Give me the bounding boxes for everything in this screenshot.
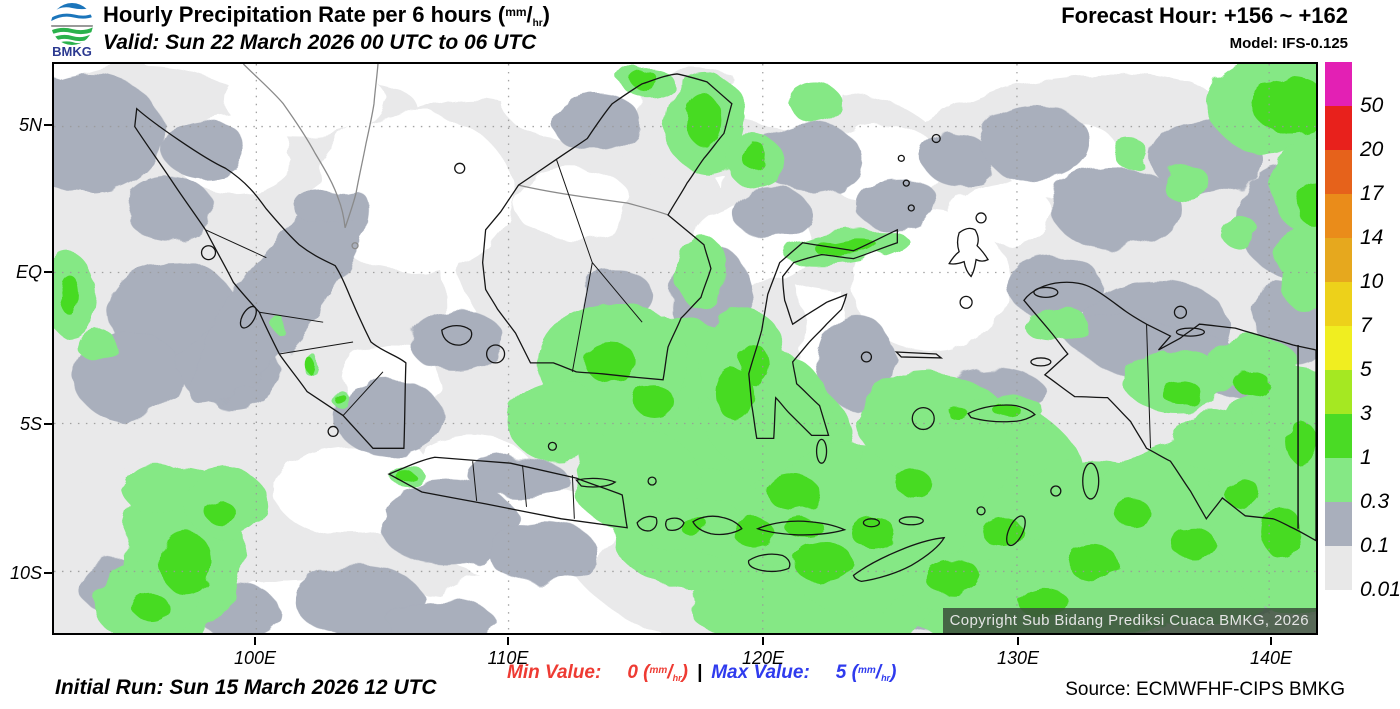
valid-period-label: Valid: Sun 22 March 2026 00 UTC to 06 UT… [103,31,537,54]
indonesia-coastlines [134,73,1316,583]
lon-tick-120e [762,637,764,645]
legend-cell-3-5 [1325,370,1352,414]
legend-label-001: 0.01 [1360,578,1400,601]
lon-label-140e: 140E [1249,648,1293,668]
legend-cell-01-03 [1325,502,1352,546]
initial-run-label: Initial Run: Sun 15 March 2026 12 UTC [55,676,437,699]
legend-cell-5-7 [1325,326,1352,370]
legend-label-20: 20 [1360,138,1384,161]
lon-tick-110e [507,637,509,645]
legend-cell-14-17 [1325,194,1352,238]
legend-color-bar [1325,62,1352,590]
legend-label-3: 3 [1360,402,1372,425]
lat-tick-eq [44,271,52,273]
precip-layer-green [58,70,1316,622]
legend-label-14: 14 [1360,226,1384,249]
lon-tick-100e [254,637,256,645]
lon-label-120e: 120E [741,648,785,668]
lat-tick-5n [44,124,52,126]
title-unit-slash: / [526,2,533,27]
title-unit-numerator: mm [505,5,527,19]
legend-label-01: 0.1 [1360,534,1390,557]
min-value: 0 (mm/hr) [627,662,688,683]
lat-tick-5s [44,423,52,425]
bmkg-logo: BMKG [51,3,93,58]
min-max-separator: | [696,662,703,683]
legend-label-10: 10 [1360,270,1384,293]
lat-label-5n: 5N [18,115,42,135]
legend-label-17: 17 [1360,182,1384,205]
legend-cell-7-10 [1325,282,1352,326]
lon-label-100e: 100E [233,648,277,668]
lon-label-110e: 110E [487,648,529,668]
lon-tick-140e [1270,637,1272,645]
min-max-values: Min Value: 0 (mm/hr) | Max Value: 5 (mm/hr) [507,662,896,684]
forecast-hour-label: Forecast Hour: +156 ~ +162 [1061,3,1348,28]
legend-cell-10-14 [1325,238,1352,282]
graticule-gridlines [54,64,1316,633]
legend-cell-above-50 [1325,62,1352,106]
precipitation-map-graphic [54,64,1316,633]
legend-cell-1-3 [1325,414,1352,458]
page-title: Hourly Precipitation Rate per 6 hours (m… [103,2,550,29]
copyright-watermark: Copyright Sub Bidang Prediksi Cuaca BMKG… [942,608,1316,633]
title-unit-denominator: hr [532,18,543,29]
title-unit-open: ( [497,2,506,27]
lat-label-eq: EQ [15,262,42,282]
lat-label-10s: 10S [9,563,42,583]
max-value-label: Max Value: [711,662,810,683]
lon-tick-130e [1017,637,1019,645]
legend-label-03: 0.3 [1360,490,1390,513]
legend-cell-03-1 [1325,458,1352,502]
foreign-coastlines [242,64,669,250]
lon-label-130e: 130E [996,648,1040,668]
bmkg-logo-text: BMKG [52,44,92,58]
legend-cell-20-50 [1325,106,1352,150]
legend-label-5: 5 [1360,358,1372,381]
model-label: Model: IFS-0.125 [1229,35,1348,52]
legend-cell-17-20 [1325,150,1352,194]
precipitation-map: Copyright Sub Bidang Prediksi Cuaca BMKG… [52,62,1318,635]
source-label: Source: ECMWFHF-CIPS BMKG [1065,679,1345,700]
lat-tick-10s [44,572,52,574]
max-value: 5 (mm/hr) [835,662,897,683]
lat-label-5s: 5S [19,414,42,434]
bmkg-logo-icon [51,3,93,45]
legend-label-1: 1 [1360,446,1372,469]
legend-label-7: 7 [1360,314,1372,337]
legend-cell-001-01 [1325,546,1352,590]
legend-label-50: 50 [1360,94,1384,117]
title-unit-close: ) [542,2,550,27]
min-value-label: Min Value: [507,662,602,683]
